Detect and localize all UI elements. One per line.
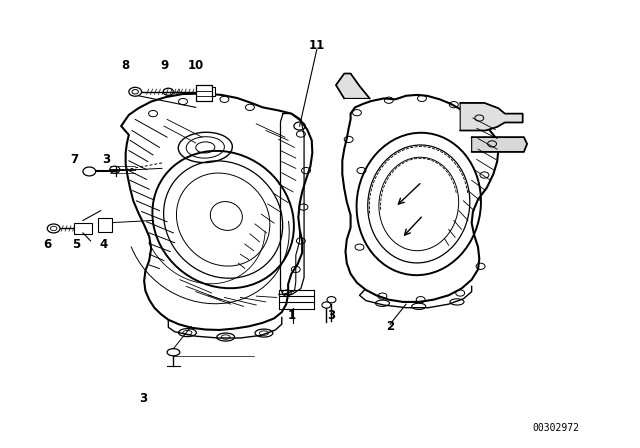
Polygon shape: [460, 103, 523, 130]
Text: 10: 10: [188, 60, 204, 73]
Polygon shape: [472, 137, 527, 152]
Bar: [196, 85, 212, 101]
Text: 8: 8: [122, 60, 130, 73]
Text: 00302972: 00302972: [532, 423, 579, 433]
Text: 5: 5: [72, 237, 81, 250]
Text: 3: 3: [328, 309, 335, 322]
Text: 7: 7: [70, 153, 79, 166]
FancyBboxPatch shape: [98, 218, 111, 232]
Text: 1: 1: [287, 309, 296, 322]
Text: 2: 2: [386, 320, 394, 333]
FancyBboxPatch shape: [74, 223, 92, 234]
Text: 4: 4: [99, 237, 108, 250]
Text: 9: 9: [161, 60, 169, 73]
Text: 3: 3: [140, 392, 148, 405]
Text: 11: 11: [308, 39, 325, 52]
Text: 3: 3: [102, 153, 111, 166]
Polygon shape: [336, 73, 370, 99]
Text: 6: 6: [43, 237, 51, 250]
FancyBboxPatch shape: [205, 87, 216, 96]
